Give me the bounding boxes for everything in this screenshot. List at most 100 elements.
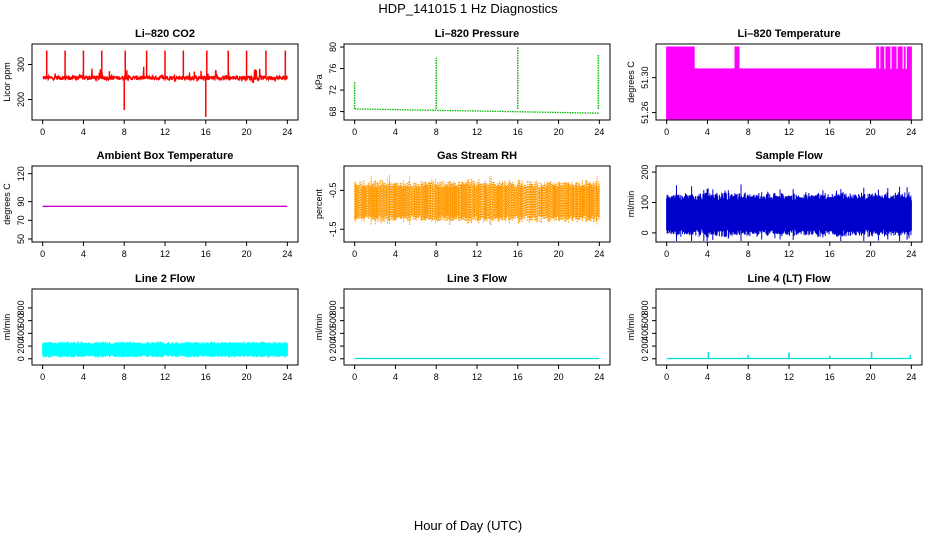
x-tick-label: 20 (866, 372, 876, 382)
y-tick-label: 400 (640, 326, 650, 341)
series (666, 184, 912, 241)
x-tick-label: 16 (201, 127, 211, 137)
series-band (42, 341, 288, 358)
x-tick-label: 24 (906, 372, 916, 382)
y-axis-label: ml/min (626, 191, 636, 218)
x-tick-label: 0 (352, 127, 357, 137)
y-tick-label: 0 (16, 356, 26, 361)
panel-2: Li–820 Pressure 0 4 8 12 16 20 24 68 72 76 80 kPa (314, 28, 611, 137)
panel-title: Li–820 CO2 (135, 28, 195, 40)
x-tick-label: 24 (594, 372, 604, 382)
x-tick-label: 20 (866, 127, 876, 137)
x-tick-label: 16 (513, 127, 523, 137)
x-tick-label: 8 (122, 127, 127, 137)
x-tick-label: 24 (906, 249, 916, 259)
x-tick-label: 8 (434, 127, 439, 137)
x-tick-label: 16 (513, 372, 523, 382)
panel-title: Line 3 Flow (447, 273, 507, 285)
x-tick-label: 16 (825, 127, 835, 137)
series-line (354, 108, 600, 114)
x-tick-label: 0 (664, 249, 669, 259)
x-tick-label: 20 (554, 372, 564, 382)
y-tick-label: 400 (16, 326, 26, 341)
x-tick-label: 0 (352, 372, 357, 382)
panel-title: Sample Flow (755, 150, 823, 162)
x-tick-label: 12 (160, 127, 170, 137)
x-tick-label: 12 (472, 372, 482, 382)
y-tick-label: 100 (640, 195, 650, 210)
y-tick-label: -1.5 (328, 221, 338, 237)
y-tick-label: 200 (328, 339, 338, 354)
x-tick-label: 20 (242, 249, 252, 259)
y-axis-label: ml/min (314, 314, 324, 341)
plot-frame (343, 288, 611, 366)
x-tick-label: 16 (513, 249, 523, 259)
panel-title: Gas Stream RH (437, 150, 517, 162)
y-axis-label: degrees C (2, 183, 12, 225)
y-tick-label: 76 (328, 64, 338, 74)
x-tick-label: 4 (393, 249, 398, 259)
series-band (354, 175, 600, 225)
y-tick-label: 200 (640, 339, 650, 354)
y-tick-label: 68 (328, 107, 338, 117)
y-tick-label: 72 (328, 85, 338, 95)
x-tick-label: 0 (40, 249, 45, 259)
x-tick-label: 4 (81, 127, 86, 137)
y-tick-label: 600 (328, 313, 338, 328)
panel-6: Sample Flow 0 4 8 12 16 20 24 0 100 200 ml/min (626, 150, 923, 259)
y-axis-label: ml/min (626, 314, 636, 341)
x-tick-label: 12 (784, 372, 794, 382)
x-tick-label: 20 (242, 127, 252, 137)
x-tick-label: 24 (282, 249, 292, 259)
x-tick-label: 12 (472, 127, 482, 137)
panel-3: Li–820 Temperature 0 4 8 12 16 20 24 51.26 51.30 d… (626, 28, 923, 137)
x-tick-label: 4 (81, 372, 86, 382)
x-tick-label: 24 (282, 127, 292, 137)
x-tick-label: 20 (554, 249, 564, 259)
y-tick-label: 400 (328, 326, 338, 341)
x-tick-label: 20 (866, 249, 876, 259)
series (42, 341, 288, 358)
panel-title: Li–820 Temperature (737, 28, 840, 40)
y-tick-label: 120 (16, 166, 26, 181)
panel-title: Ambient Box Temperature (97, 150, 234, 162)
y-tick-label: 800 (640, 300, 650, 315)
series (666, 46, 912, 120)
y-tick-label: 0 (640, 356, 650, 361)
y-tick-label: 50 (16, 234, 26, 244)
x-tick-label: 12 (160, 249, 170, 259)
y-axis-label: Licor ppm (2, 62, 12, 102)
y-tick-label: 90 (16, 197, 26, 207)
series (42, 50, 289, 117)
y-tick-label: 0 (328, 356, 338, 361)
y-tick-label: 51.26 (640, 101, 650, 124)
x-tick-label: 20 (554, 127, 564, 137)
panel-title: Li–820 Pressure (435, 28, 519, 40)
x-tick-label: 8 (434, 372, 439, 382)
x-tick-label: 0 (40, 127, 45, 137)
x-tick-label: 16 (825, 372, 835, 382)
series (666, 351, 912, 360)
x-tick-label: 0 (352, 249, 357, 259)
x-tick-label: 4 (705, 249, 710, 259)
panel-5: Gas Stream RH 0 4 8 12 16 20 24 -1.5 -0.5 percent (314, 150, 611, 259)
x-axis-title: Hour of Day (UTC) (413, 518, 523, 533)
x-tick-label: 4 (705, 372, 710, 382)
x-tick-label: 24 (594, 127, 604, 137)
series-band (666, 184, 912, 241)
y-tick-label: 0 (640, 230, 650, 235)
x-tick-label: 4 (393, 372, 398, 382)
x-tick-label: 20 (242, 372, 252, 382)
series (354, 175, 600, 225)
x-tick-label: 24 (906, 127, 916, 137)
x-tick-label: 12 (160, 372, 170, 382)
y-tick-label: 200 (640, 165, 650, 180)
x-tick-label: 16 (201, 249, 211, 259)
series (353, 47, 600, 114)
y-tick-label: 200 (16, 339, 26, 354)
plot-frame (343, 43, 611, 121)
